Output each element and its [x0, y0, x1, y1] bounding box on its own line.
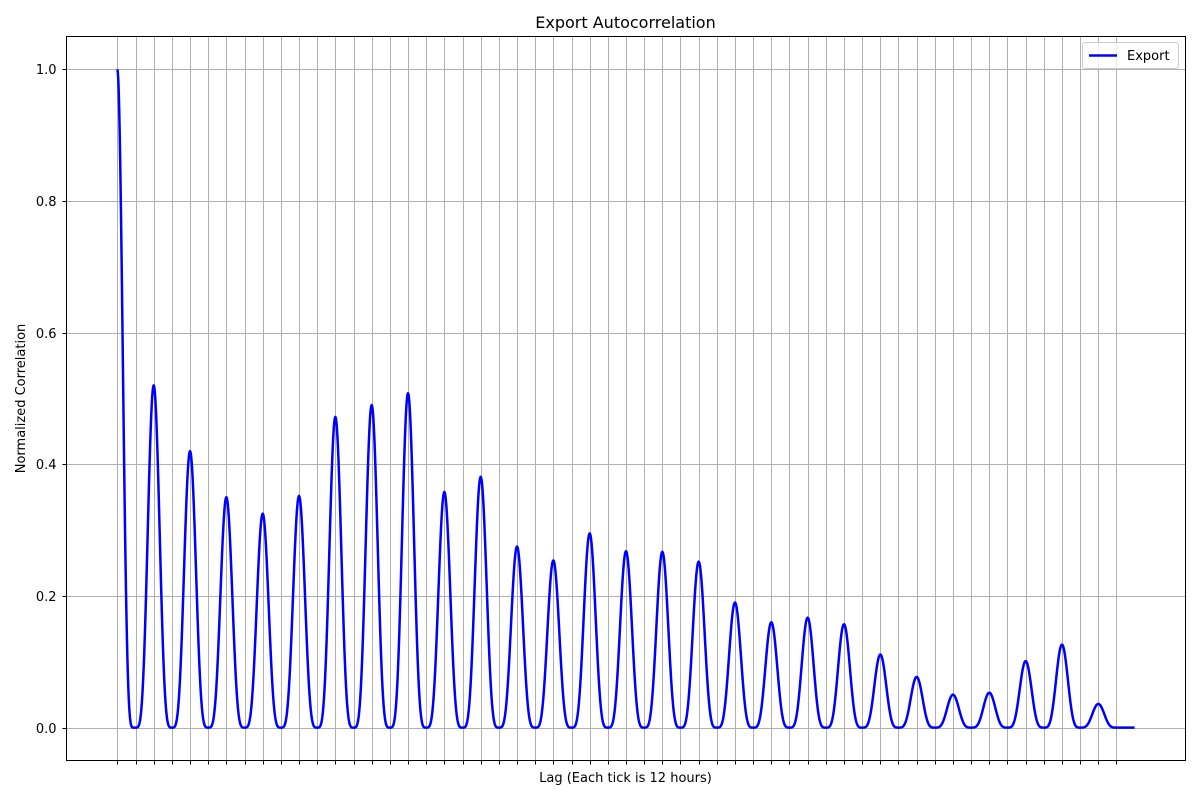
- data-point: [915, 675, 919, 679]
- data-point: [878, 653, 882, 657]
- y-tick-label: 0.2: [36, 590, 57, 605]
- data-point: [333, 415, 337, 419]
- axis-ticks: 0.0 0.2 0.4 0.6 0.8 1.0: [36, 63, 1117, 765]
- data-point: [1096, 702, 1100, 706]
- data-point: [406, 391, 410, 395]
- y-tick-label: 0.0: [36, 722, 57, 737]
- data-point: [1060, 643, 1064, 647]
- legend-frame: [1082, 42, 1179, 69]
- data-point: [987, 691, 991, 695]
- data-point: [624, 549, 628, 553]
- y-tick-label: 0.8: [36, 195, 57, 210]
- data-point: [733, 601, 737, 605]
- chart-title: Export Autocorrelation: [535, 13, 715, 32]
- data-point: [806, 616, 810, 620]
- data-point: [660, 550, 664, 554]
- data-point: [842, 622, 846, 626]
- data-point: [697, 560, 701, 564]
- y-tick-label: 0.4: [36, 458, 57, 473]
- data-point: [1024, 659, 1028, 663]
- data-point: [442, 490, 446, 494]
- data-point: [224, 495, 228, 499]
- data-point: [261, 512, 265, 516]
- grid-lines: [66, 36, 1186, 761]
- data-point: [951, 693, 955, 697]
- legend-label-export: Export: [1127, 49, 1170, 64]
- x-axis-label: Lag (Each tick is 12 hours): [539, 771, 712, 786]
- series-line-export: [116, 69, 1136, 729]
- data-point: [188, 449, 192, 453]
- series-layer: [116, 69, 1136, 729]
- y-tick-label: 0.6: [36, 327, 57, 342]
- data-point: [479, 475, 483, 479]
- legend: Export: [1082, 42, 1179, 69]
- data-point: [297, 494, 301, 498]
- data-point: [551, 558, 555, 562]
- data-point: [370, 403, 374, 407]
- data-point: [769, 620, 773, 624]
- plot-frame: [66, 36, 1186, 761]
- data-point: [515, 545, 519, 549]
- y-axis-label: Normalized Correlation: [14, 324, 29, 474]
- data-point: [588, 531, 592, 535]
- data-point: [152, 383, 156, 387]
- y-tick-label: 1.0: [36, 63, 57, 78]
